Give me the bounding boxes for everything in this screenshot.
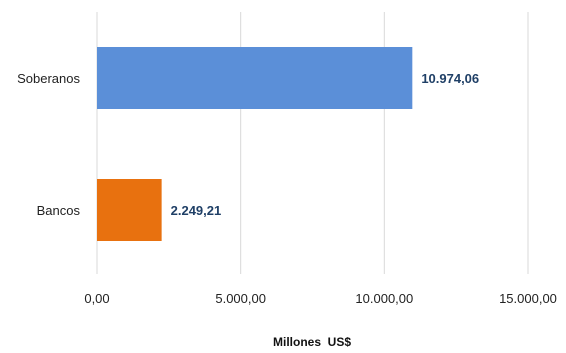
- data-label: 2.249,21: [171, 203, 222, 218]
- x-axis-title: Millones US$: [273, 335, 351, 349]
- bar-soberanos: [97, 47, 413, 109]
- data-labels: 10.974,06 2.249,21: [171, 71, 480, 218]
- x-tick-label: 15.000,00: [499, 291, 557, 306]
- category-label: Soberanos: [17, 71, 80, 86]
- x-tick-label: 10.000,00: [355, 291, 413, 306]
- bars: [97, 47, 413, 241]
- category-labels: Soberanos Bancos: [17, 71, 80, 218]
- x-tick-label: 5.000,00: [215, 291, 266, 306]
- x-tick-labels: 0,00 5.000,00 10.000,00 15.000,00: [84, 291, 557, 306]
- data-label: 10.974,06: [421, 71, 479, 86]
- x-tick-label: 0,00: [84, 291, 109, 306]
- bar-bancos: [97, 179, 162, 241]
- category-label: Bancos: [37, 203, 81, 218]
